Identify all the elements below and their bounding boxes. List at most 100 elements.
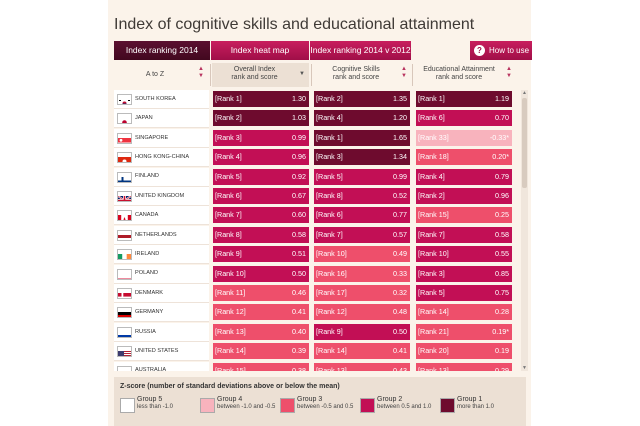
overall-score-cell[interactable]: [Rank 8] 0.58 [213, 226, 309, 243]
rank-label: [Rank 12] [316, 307, 347, 317]
table-row[interactable]: UNITED KINGDOM [Rank 6] 0.67 [Rank 8] 0.52 [R… [114, 187, 519, 206]
table-row[interactable]: CANADA [Rank 7] 0.60 [Rank 6] 0.77 [Rank 15] 0… [114, 206, 519, 226]
overall-score-cell[interactable]: [Rank 3] 0.99 [213, 129, 309, 146]
table-row[interactable]: GERMANY [Rank 12] 0.41 [Rank 12] 0.48 [Rank 1… [114, 303, 519, 323]
column-header-cognitive-skills[interactable]: Cognitive Skills rank and score ▲ ▼ [313, 63, 411, 87]
cognitive-score-cell[interactable]: [Rank 14] 0.41 [314, 343, 410, 360]
flag-fi-icon [117, 171, 132, 183]
table-row[interactable]: AUSTRALIA [Rank 15] 0.38 [Rank 13] 0.43 [Rank… [114, 361, 519, 371]
cognitive-score-cell[interactable]: [Rank 6] 0.77 [314, 207, 410, 224]
cognitive-score-cell[interactable]: [Rank 12] 0.48 [314, 304, 410, 321]
scrollbar[interactable]: ▲ ▼ [521, 90, 528, 371]
score-value: 0.40 [292, 326, 306, 336]
country-cell: HONG KONG-CHINA [114, 148, 209, 168]
cognitive-score-cell[interactable]: [Rank 2] 1.35 [314, 91, 410, 107]
overall-score-cell[interactable]: [Rank 7] 0.60 [213, 207, 309, 224]
country-name-singapore: SINGAPORE [135, 134, 169, 141]
overall-score-cell[interactable]: [Rank 13] 0.40 [213, 323, 309, 340]
score-value: 0.29 [495, 365, 509, 371]
tab-index-ranking-2014[interactable]: Index ranking 2014 [114, 41, 210, 60]
cognitive-score-cell[interactable]: [Rank 8] 0.52 [314, 188, 410, 204]
cognitive-score-cell[interactable]: [Rank 16] 0.33 [314, 265, 410, 282]
table-row[interactable]: SOUTH KOREA [Rank 1] 1.30 [Rank 2] 1.35 [Rank… [114, 90, 519, 109]
country-cell: CANADA [114, 206, 209, 226]
rank-label: [Rank 5] [316, 171, 343, 181]
country-name-south-korea: SOUTH KOREA [135, 95, 176, 102]
how-to-use-button[interactable]: ? How to use [470, 41, 532, 60]
cognitive-score-cell[interactable]: [Rank 10] 0.49 [314, 246, 410, 263]
education-score-cell[interactable]: [Rank 4] 0.79 [416, 168, 512, 185]
tab-index-heat-map[interactable]: Index heat map [211, 41, 309, 60]
overall-score-cell[interactable]: [Rank 10] 0.50 [213, 265, 309, 282]
overall-score-cell[interactable]: [Rank 2] 1.03 [213, 110, 309, 127]
column-header-overall-index[interactable]: Overall Index rank and score ▼ [212, 63, 309, 87]
cognitive-score-cell[interactable]: [Rank 3] 1.34 [314, 149, 410, 166]
rank-label: [Rank 14] [418, 307, 449, 317]
legend-item-group-5: Group 5 less than -1.0 [120, 396, 200, 424]
table-row[interactable]: JAPAN [Rank 2] 1.03 [Rank 4] 1.20 [Rank 6] 0.7… [114, 109, 519, 129]
scroll-down-icon[interactable]: ▼ [522, 365, 527, 371]
education-score-cell[interactable]: [Rank 13] 0.29 [416, 362, 512, 371]
cognitive-score-cell[interactable]: [Rank 7] 0.57 [314, 226, 410, 243]
education-score-cell[interactable]: [Rank 15] 0.25 [416, 207, 512, 224]
score-value: 0.96 [495, 191, 509, 200]
scroll-up-icon[interactable]: ▲ [522, 90, 527, 96]
zscore-legend: Z-score (number of standard deviations a… [114, 377, 526, 426]
column-header-country[interactable]: A to Z ▲ ▼ [114, 63, 208, 87]
cognitive-score-cell[interactable]: [Rank 13] 0.43 [314, 362, 410, 371]
education-score-cell[interactable]: [Rank 33] -0.33* [416, 129, 512, 146]
table-row[interactable]: SINGAPORE [Rank 3] 0.99 [Rank 1] 1.65 [Rank 3… [114, 128, 519, 148]
cognitive-score-cell[interactable]: [Rank 1] 1.65 [314, 129, 410, 146]
rank-label: [Rank 13] [215, 326, 246, 336]
education-score-cell[interactable]: [Rank 6] 0.70 [416, 110, 512, 127]
overall-score-cell[interactable]: [Rank 1] 1.30 [213, 91, 309, 107]
country-name-ireland: IRELAND [135, 250, 160, 257]
sort-icon[interactable]: ▲ ▼ [400, 66, 408, 80]
table-row[interactable]: HONG KONG-CHINA [Rank 4] 0.96 [Rank 3] 1.34 [… [114, 148, 519, 168]
table-row[interactable]: DENMARK [Rank 11] 0.46 [Rank 17] 0.32 [Rank 5… [114, 284, 519, 303]
education-score-cell[interactable]: [Rank 2] 0.96 [416, 188, 512, 204]
scrollbar-thumb[interactable] [522, 98, 527, 188]
education-score-cell[interactable]: [Rank 3] 0.85 [416, 265, 512, 282]
table-row[interactable]: IRELAND [Rank 9] 0.51 [Rank 10] 0.49 [Rank 10… [114, 245, 519, 265]
table-row[interactable]: POLAND [Rank 10] 0.50 [Rank 16] 0.33 [Rank 3]… [114, 264, 519, 284]
education-score-cell[interactable]: [Rank 20] 0.19 [416, 343, 512, 360]
overall-score-cell[interactable]: [Rank 4] 0.96 [213, 149, 309, 166]
score-value: 0.58 [292, 229, 306, 239]
sort-down-icon[interactable]: ▼ [299, 71, 305, 77]
rank-label: [Rank 15] [215, 365, 246, 371]
sort-icon[interactable]: ▲ ▼ [505, 66, 513, 80]
score-value: 1.20 [393, 113, 407, 123]
education-score-cell[interactable]: [Rank 14] 0.28 [416, 304, 512, 321]
education-score-cell[interactable]: [Rank 7] 0.58 [416, 226, 512, 243]
table-row[interactable]: RUSSIA [Rank 13] 0.40 [Rank 9] 0.50 [Rank 21]… [114, 322, 519, 342]
education-score-cell[interactable]: [Rank 18] 0.20* [416, 149, 512, 166]
overall-score-cell[interactable]: [Rank 9] 0.51 [213, 246, 309, 263]
country-name-australia: AUSTRALIA [135, 367, 167, 371]
legend-swatch [440, 398, 455, 413]
rank-label: [Rank 1] [215, 94, 242, 103]
overall-score-cell[interactable]: [Rank 14] 0.39 [213, 343, 309, 360]
rank-label: [Rank 15] [418, 210, 449, 220]
column-header-sublabel: rank and score [332, 74, 380, 81]
column-header-educational-attainment[interactable]: Educational Attainment rank and score ▲ ▼ [414, 63, 516, 87]
cognitive-score-cell[interactable]: [Rank 5] 0.99 [314, 168, 410, 185]
table-row[interactable]: NETHERLANDS [Rank 8] 0.58 [Rank 7] 0.57 [Rank… [114, 225, 519, 245]
education-score-cell[interactable]: [Rank 5] 0.75 [416, 285, 512, 301]
education-score-cell[interactable]: [Rank 10] 0.55 [416, 246, 512, 263]
sort-icon[interactable]: ▲ ▼ [197, 66, 205, 80]
education-score-cell[interactable]: [Rank 21] 0.19* [416, 323, 512, 340]
cognitive-score-cell[interactable]: [Rank 17] 0.32 [314, 285, 410, 301]
cognitive-score-cell[interactable]: [Rank 9] 0.50 [314, 323, 410, 340]
overall-score-cell[interactable]: [Rank 11] 0.46 [213, 285, 309, 301]
flag-de-icon [117, 307, 132, 319]
overall-score-cell[interactable]: [Rank 15] 0.38 [213, 362, 309, 371]
overall-score-cell[interactable]: [Rank 6] 0.67 [213, 188, 309, 204]
table-row[interactable]: UNITED STATES [Rank 14] 0.39 [Rank 14] 0.41[… [114, 342, 519, 362]
overall-score-cell[interactable]: [Rank 5] 0.92 [213, 168, 309, 185]
tab-index-ranking-2014-v-2012[interactable]: Index ranking 2014 v 2012 [310, 41, 411, 60]
overall-score-cell[interactable]: [Rank 12] 0.41 [213, 304, 309, 321]
table-row[interactable]: FINLAND [Rank 5] 0.92 [Rank 5] 0.99 [Rank 4] 0… [114, 167, 519, 187]
cognitive-score-cell[interactable]: [Rank 4] 1.20 [314, 110, 410, 127]
education-score-cell[interactable]: [Rank 1] 1.19 [416, 91, 512, 107]
